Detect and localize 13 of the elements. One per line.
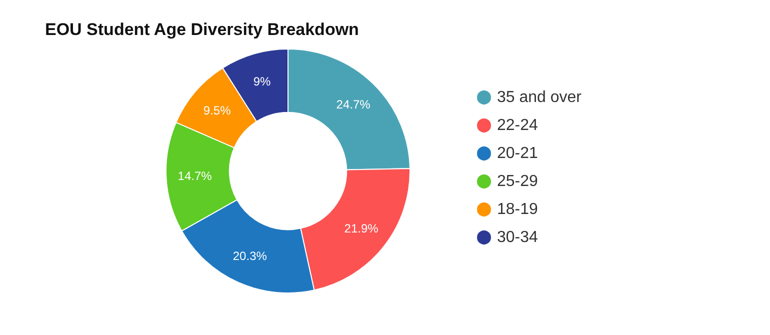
data-label: 21.9% xyxy=(344,222,379,236)
data-label: 9% xyxy=(253,74,271,88)
chart-title: EOU Student Age Diversity Breakdown xyxy=(45,20,359,39)
legend-label: 18-19 xyxy=(497,201,538,218)
data-label: 24.7% xyxy=(336,97,371,112)
legend-label: 25-29 xyxy=(497,173,538,190)
data-label: 9.5% xyxy=(203,103,232,118)
legend-label: 20-21 xyxy=(497,145,538,162)
legend-label: 35 and over xyxy=(497,89,582,106)
data-label: 14.7% xyxy=(178,168,212,183)
legend-label: 30-34 xyxy=(497,229,538,246)
data-label: 20.3% xyxy=(232,249,268,264)
legend-label: 22-24 xyxy=(497,117,538,134)
